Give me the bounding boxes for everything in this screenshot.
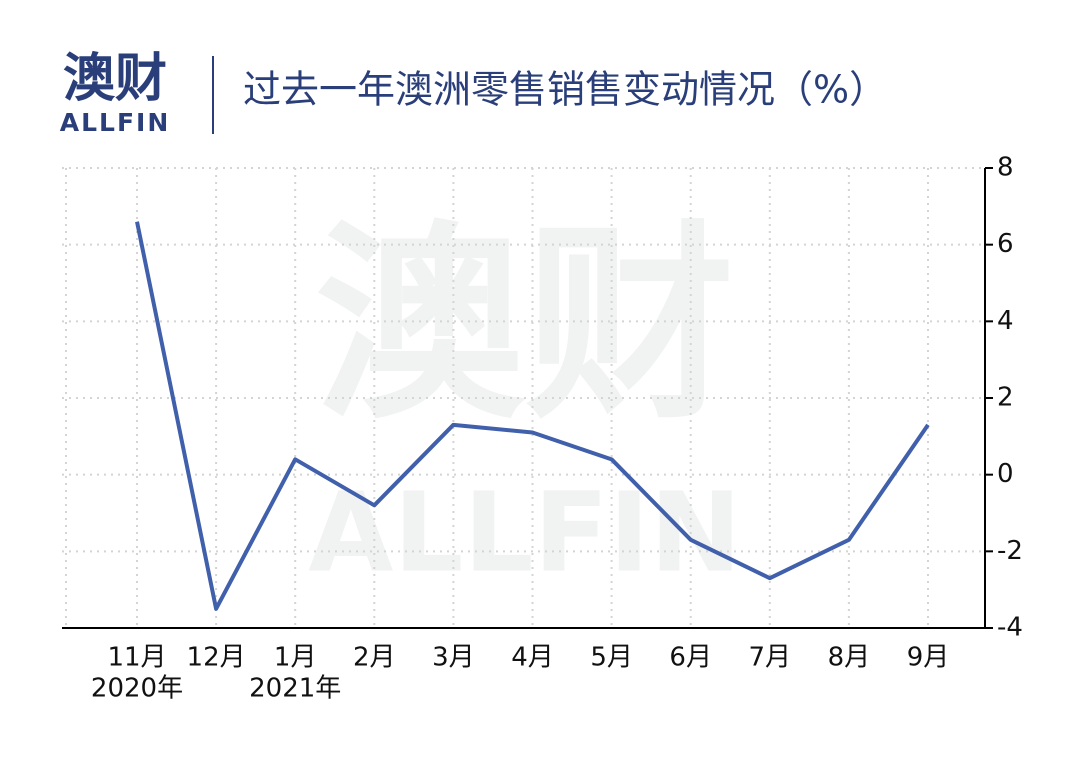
line [135,221,930,611]
y-tick-label: -4 [997,613,1023,643]
x-tick-label: 6月 [669,643,712,673]
x-tick-label: 3月 [432,643,475,673]
x-tick-label: 8月 [828,643,871,673]
watermark-en: ALLFIN [308,468,741,596]
y-tick-label: 0 [997,459,1014,489]
x-tick-label: 9月 [907,643,950,673]
logo-en: ALLFIN [60,108,171,137]
x-tick-label: 2月 [353,643,396,673]
logo-cn: 澳财 [63,49,167,109]
watermark: 澳财 ALLFIN [308,203,741,597]
x-tick-label: 7月 [749,643,792,673]
x-tick-label: 12月 [187,643,246,673]
y-tick-label: 8 [997,153,1014,183]
x-tick-label: 4月 [511,643,554,673]
y-tick-label: 2 [997,383,1014,413]
x-tick-label: 1月 [274,643,317,673]
year-label: 2020年 [91,674,183,704]
x-tick-label: 11月 [107,643,166,673]
watermark-cn: 澳财 [315,203,735,448]
y-tick-label: -2 [997,536,1023,566]
y-tick-label: 6 [997,229,1014,259]
y-tick-label: 4 [997,306,1014,336]
chart-title: 过去一年澳洲零售销售变动情况（%） [243,68,887,112]
year-label: 2021年 [249,674,341,704]
x-tick-label: 5月 [590,643,633,673]
